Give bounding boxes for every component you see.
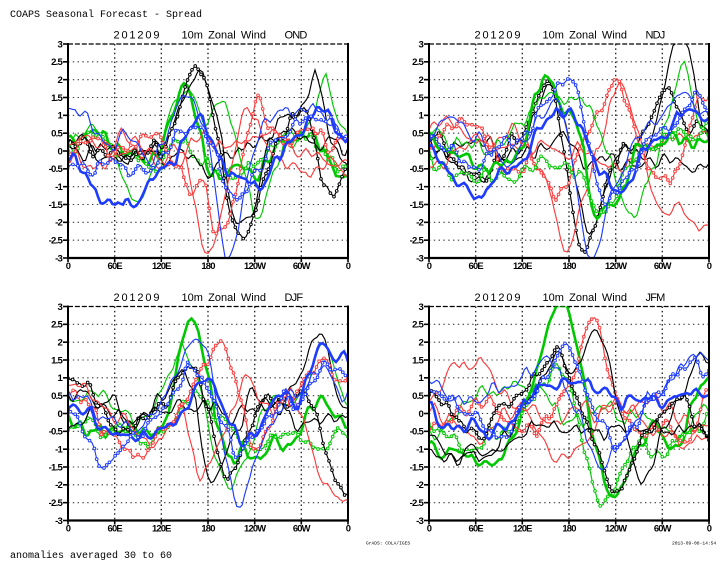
svg-text:60W: 60W bbox=[654, 522, 672, 533]
svg-text:0: 0 bbox=[66, 522, 71, 533]
svg-text:120E: 120E bbox=[152, 522, 171, 533]
svg-text:-1.5: -1.5 bbox=[410, 200, 425, 211]
svg-text:180: 180 bbox=[201, 522, 215, 533]
svg-text:0: 0 bbox=[57, 409, 62, 420]
svg-text:GrADS: COLA/IGES: GrADS: COLA/IGES bbox=[366, 541, 410, 547]
svg-text:1.5: 1.5 bbox=[51, 355, 63, 366]
svg-text:-2: -2 bbox=[416, 218, 423, 229]
svg-text:180: 180 bbox=[562, 522, 576, 533]
svg-text:2.5: 2.5 bbox=[51, 57, 63, 68]
svg-text:anomalies averaged 30 to 60: anomalies averaged 30 to 60 bbox=[10, 550, 172, 562]
svg-text:0: 0 bbox=[346, 260, 351, 271]
svg-text:120W: 120W bbox=[244, 260, 266, 271]
svg-text:60E: 60E bbox=[108, 260, 123, 271]
svg-text:-1: -1 bbox=[55, 444, 63, 455]
svg-text:120W: 120W bbox=[605, 260, 627, 271]
svg-text:-3: -3 bbox=[416, 516, 423, 527]
svg-text:-2: -2 bbox=[55, 218, 62, 229]
svg-text:2.5: 2.5 bbox=[412, 320, 424, 331]
svg-text:0: 0 bbox=[427, 260, 432, 271]
svg-text:10m Zonal Wind: 10m Zonal Wind bbox=[182, 30, 267, 42]
svg-text:1: 1 bbox=[418, 373, 424, 384]
svg-text:201209: 201209 bbox=[475, 30, 523, 42]
svg-text:2013-09-08-14:54: 2013-09-08-14:54 bbox=[672, 541, 716, 547]
svg-text:0.5: 0.5 bbox=[51, 391, 63, 402]
svg-text:0: 0 bbox=[707, 522, 712, 533]
svg-text:COAPS Seasonal Forecast - Spre: COAPS Seasonal Forecast - Spread bbox=[10, 9, 202, 21]
svg-text:201209: 201209 bbox=[114, 292, 162, 304]
svg-text:201209: 201209 bbox=[114, 30, 162, 42]
svg-text:3: 3 bbox=[418, 302, 423, 313]
svg-text:60W: 60W bbox=[293, 522, 311, 533]
svg-text:-2: -2 bbox=[55, 480, 62, 491]
svg-text:3: 3 bbox=[57, 39, 62, 50]
svg-text:1: 1 bbox=[418, 111, 424, 122]
svg-text:-1: -1 bbox=[416, 444, 424, 455]
svg-text:60E: 60E bbox=[108, 522, 123, 533]
svg-text:2: 2 bbox=[57, 337, 62, 348]
svg-text:180: 180 bbox=[562, 260, 576, 271]
svg-text:-1.5: -1.5 bbox=[410, 462, 425, 473]
svg-text:10m Zonal Wind: 10m Zonal Wind bbox=[182, 292, 267, 304]
svg-text:-1: -1 bbox=[416, 182, 424, 193]
svg-text:0: 0 bbox=[707, 260, 712, 271]
svg-text:201209: 201209 bbox=[475, 292, 523, 304]
svg-text:2.5: 2.5 bbox=[51, 320, 63, 331]
svg-text:-3: -3 bbox=[55, 253, 62, 264]
svg-text:0: 0 bbox=[57, 146, 62, 157]
svg-text:-3: -3 bbox=[416, 253, 423, 264]
svg-text:-1.5: -1.5 bbox=[49, 200, 64, 211]
svg-text:120E: 120E bbox=[152, 260, 171, 271]
svg-text:60W: 60W bbox=[293, 260, 311, 271]
svg-text:-2.5: -2.5 bbox=[410, 235, 425, 246]
svg-text:1: 1 bbox=[57, 111, 63, 122]
svg-text:60E: 60E bbox=[469, 260, 484, 271]
svg-text:-3: -3 bbox=[55, 516, 62, 527]
svg-text:0: 0 bbox=[427, 522, 432, 533]
svg-text:0.5: 0.5 bbox=[412, 128, 424, 139]
svg-text:1: 1 bbox=[57, 373, 63, 384]
svg-text:0.5: 0.5 bbox=[412, 391, 424, 402]
svg-text:JFM: JFM bbox=[646, 292, 666, 304]
svg-text:-0.5: -0.5 bbox=[49, 164, 64, 175]
svg-text:2: 2 bbox=[418, 75, 423, 86]
svg-text:-0.5: -0.5 bbox=[410, 164, 425, 175]
svg-text:-0.5: -0.5 bbox=[49, 427, 64, 438]
svg-text:120E: 120E bbox=[513, 522, 532, 533]
svg-text:120W: 120W bbox=[605, 522, 627, 533]
svg-text:DJF: DJF bbox=[285, 292, 304, 304]
svg-text:120E: 120E bbox=[513, 260, 532, 271]
svg-text:2: 2 bbox=[57, 75, 62, 86]
svg-text:180: 180 bbox=[201, 260, 215, 271]
svg-text:-2.5: -2.5 bbox=[49, 498, 64, 509]
svg-text:0.5: 0.5 bbox=[51, 128, 63, 139]
svg-text:0: 0 bbox=[346, 522, 351, 533]
svg-text:10m Zonal Wind: 10m Zonal Wind bbox=[543, 30, 628, 42]
svg-text:3: 3 bbox=[57, 302, 62, 313]
svg-text:0: 0 bbox=[66, 260, 71, 271]
svg-text:NDJ: NDJ bbox=[646, 30, 665, 42]
svg-text:0: 0 bbox=[418, 409, 423, 420]
svg-text:120W: 120W bbox=[244, 522, 266, 533]
svg-text:1.5: 1.5 bbox=[51, 93, 63, 104]
svg-text:-2.5: -2.5 bbox=[410, 498, 425, 509]
svg-text:2.5: 2.5 bbox=[412, 57, 424, 68]
svg-text:-1: -1 bbox=[55, 182, 63, 193]
svg-text:2: 2 bbox=[418, 337, 423, 348]
svg-text:60W: 60W bbox=[654, 260, 672, 271]
svg-text:3: 3 bbox=[418, 39, 423, 50]
svg-text:1.5: 1.5 bbox=[412, 355, 424, 366]
svg-text:-2: -2 bbox=[416, 480, 423, 491]
svg-text:-2.5: -2.5 bbox=[49, 235, 64, 246]
svg-text:-1.5: -1.5 bbox=[49, 462, 64, 473]
svg-text:OND: OND bbox=[285, 30, 308, 42]
svg-text:-0.5: -0.5 bbox=[410, 427, 425, 438]
svg-text:1.5: 1.5 bbox=[412, 93, 424, 104]
svg-text:0: 0 bbox=[418, 146, 423, 157]
svg-text:60E: 60E bbox=[469, 522, 484, 533]
svg-text:10m Zonal Wind: 10m Zonal Wind bbox=[543, 292, 628, 304]
